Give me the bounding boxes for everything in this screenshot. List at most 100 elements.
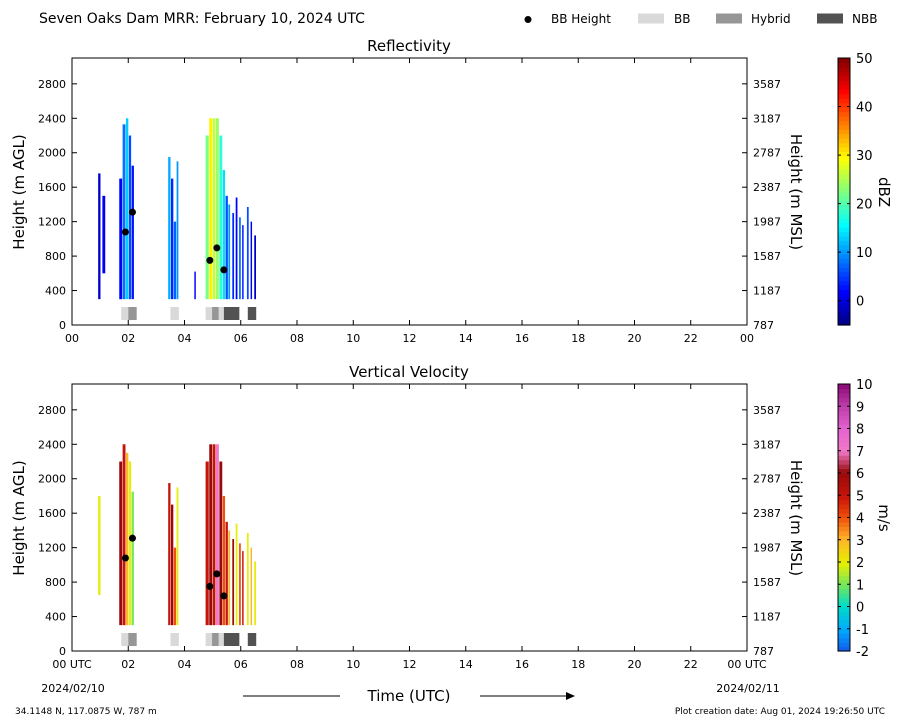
colorbar-segment <box>838 205 850 210</box>
x-tick-label: 10 <box>346 658 360 671</box>
x-tick-label: 00 UTC <box>727 658 767 671</box>
colorbar-segment <box>838 571 850 576</box>
colorbar-segment <box>838 429 850 434</box>
legend-label: NBB <box>852 12 877 26</box>
y-tick-label: 2400 <box>38 438 66 451</box>
y-tick-label-right: 3587 <box>753 78 781 91</box>
header-legend: BB Height BB Hybrid NBB <box>525 12 878 26</box>
colorbar-tick-label: 10 <box>856 378 873 393</box>
y-tick-label: 2000 <box>38 473 66 486</box>
bb-height-point <box>122 228 129 235</box>
heatmap-cell <box>251 548 252 626</box>
colorbar-segment <box>838 58 850 63</box>
colorbar-segment <box>838 486 850 491</box>
colorbar-segment <box>838 116 850 121</box>
x-tick-label: 20 <box>628 658 642 671</box>
colorbar-segment <box>838 495 850 500</box>
bb-height-point <box>220 266 227 273</box>
colorbar-segment <box>838 518 850 523</box>
heatmap-cell <box>177 487 179 625</box>
time-arrow-head <box>566 692 575 700</box>
colorbar-segment <box>838 196 850 201</box>
x-tick-label: 20 <box>628 332 642 345</box>
colorbar-segment <box>838 289 850 294</box>
y-tick-label: 1600 <box>38 507 66 520</box>
colorbar-segment <box>838 433 850 438</box>
x-tick-label: 00 <box>65 332 79 345</box>
colorbar-segment <box>838 584 850 589</box>
colorbar-segment <box>838 187 850 192</box>
bb-height-point <box>206 257 213 264</box>
colorbar-segment <box>838 522 850 527</box>
colorbar-tick-label: 0 <box>856 295 864 310</box>
colorbar-segment <box>838 151 850 156</box>
bb-type-segment <box>206 633 212 646</box>
colorbar-tick-label: 7 <box>856 445 864 460</box>
heatmap-cell <box>213 444 216 625</box>
heatmap-cell <box>239 543 241 625</box>
y-tick-label: 0 <box>59 645 66 658</box>
heatmap-cell <box>226 522 228 625</box>
y-tick-label-right: 1187 <box>753 285 781 298</box>
legend-hybrid-swatch <box>716 14 742 24</box>
bb-type-segment <box>170 633 178 646</box>
y-tick-label: 800 <box>45 250 66 263</box>
legend-label: BB Height <box>551 12 611 26</box>
y-tick-label: 2400 <box>38 112 66 125</box>
colorbar-tick-label: 9 <box>856 400 864 415</box>
legend-bb-swatch <box>638 14 664 24</box>
colorbar-segment <box>838 316 850 321</box>
bb-type-segment <box>121 307 128 320</box>
colorbar-segment <box>838 240 850 245</box>
colorbar-segment <box>838 223 850 228</box>
x-tick-label: 00 UTC <box>52 658 92 671</box>
bb-type-segment <box>212 307 219 320</box>
heatmap-cell <box>174 222 176 300</box>
y-tick-label-right: 787 <box>753 645 774 658</box>
colorbar-segment <box>838 384 850 389</box>
heatmap-cell <box>232 213 234 299</box>
colorbar-segment <box>838 232 850 237</box>
y-tick-label-right: 2787 <box>753 147 781 160</box>
x-tick-label: 18 <box>571 332 585 345</box>
legend-label: Hybrid <box>751 12 791 26</box>
x-tick-label: 16 <box>515 332 529 345</box>
heatmap-cell <box>129 462 131 626</box>
bb-type-segment <box>170 307 178 320</box>
colorbar-segment <box>838 214 850 219</box>
colorbar-segment <box>838 593 850 598</box>
colorbar-segment <box>838 437 850 442</box>
x-tick-label: 12 <box>403 658 417 671</box>
vertical-velocity-colorbar-label: m/s <box>875 504 893 532</box>
vertical-velocity-title: Vertical Velocity <box>349 363 469 381</box>
colorbar-segment <box>838 420 850 425</box>
heatmap-cell <box>206 462 209 626</box>
y-tick-label-right: 3587 <box>753 404 781 417</box>
colorbar-segment <box>838 200 850 205</box>
colorbar-segment <box>838 477 850 482</box>
colorbar-segment <box>838 276 850 281</box>
colorbar-segment <box>838 94 850 99</box>
colorbar-segment <box>838 267 850 272</box>
x-tick-label: 22 <box>684 332 698 345</box>
figure-title: Seven Oaks Dam MRR: February 10, 2024 UT… <box>39 11 365 27</box>
heatmap-cell <box>254 235 256 299</box>
heatmap-cell <box>171 179 173 300</box>
reflectivity-panel: Reflectivity Height (m AGL) Height (m MS… <box>10 37 893 345</box>
colorbar-segment <box>838 566 850 571</box>
heatmap-cell <box>177 161 179 299</box>
colorbar-segment <box>838 442 850 447</box>
bb-type-segment <box>224 307 239 320</box>
y-tick-label: 2800 <box>38 78 66 91</box>
colorbar-segment <box>838 183 850 188</box>
colorbar-tick-label: 10 <box>856 246 873 261</box>
heatmap-cell <box>209 444 212 625</box>
colorbar-segment <box>838 263 850 268</box>
colorbar-segment <box>838 544 850 549</box>
colorbar-segment <box>838 192 850 197</box>
x-tick-label: 08 <box>290 658 304 671</box>
heatmap-cell <box>98 173 100 299</box>
x-tick-label: 22 <box>684 658 698 671</box>
bb-height-point <box>213 570 220 577</box>
colorbar-segment <box>838 531 850 536</box>
